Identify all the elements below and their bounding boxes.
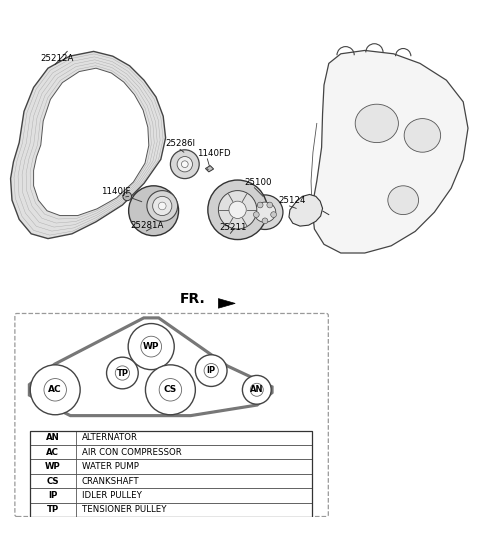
Text: TENSIONER PULLEY: TENSIONER PULLEY [82,505,166,514]
Polygon shape [205,166,214,172]
Circle shape [253,212,259,218]
Circle shape [195,355,227,387]
Circle shape [107,357,138,389]
Bar [30,459,312,474]
Circle shape [44,378,66,401]
Circle shape [129,186,179,235]
Bar [30,445,312,459]
Polygon shape [289,194,323,226]
Text: CRANKSHAFT: CRANKSHAFT [82,476,139,485]
Text: 1140JF: 1140JF [101,187,130,196]
Circle shape [208,180,267,239]
Bar [30,474,312,488]
Polygon shape [34,68,149,216]
Polygon shape [11,52,166,239]
Circle shape [30,365,80,415]
Text: CS: CS [47,476,59,485]
Text: IP: IP [206,366,216,375]
Bar [30,430,312,517]
Text: AN: AN [46,433,60,442]
Text: AN: AN [250,385,264,394]
Circle shape [115,366,130,380]
Text: TP: TP [117,368,129,377]
Circle shape [159,378,181,401]
Ellipse shape [388,186,419,214]
Polygon shape [218,299,235,308]
Bar [30,502,312,517]
Circle shape [262,218,268,224]
Circle shape [181,161,188,167]
Text: 25212A: 25212A [41,54,74,63]
Circle shape [218,191,257,229]
Ellipse shape [247,195,283,229]
Text: WATER PUMP: WATER PUMP [82,462,138,471]
FancyBboxPatch shape [15,314,328,516]
Bar [30,430,312,445]
Text: 25281A: 25281A [131,221,164,230]
Text: IP: IP [48,491,58,500]
Circle shape [153,196,172,216]
Text: TP: TP [47,505,59,514]
Text: 1140FD: 1140FD [197,149,230,158]
Circle shape [123,192,132,201]
Circle shape [257,202,263,208]
Circle shape [204,363,218,378]
Ellipse shape [355,104,398,142]
Text: 25211: 25211 [220,223,247,232]
Circle shape [242,376,271,404]
Circle shape [271,212,276,218]
Circle shape [177,157,192,172]
Circle shape [147,191,178,221]
Circle shape [229,201,246,218]
Text: FR.: FR. [180,293,206,306]
Text: ALTERNATOR: ALTERNATOR [82,433,138,442]
Circle shape [141,336,162,357]
Text: IDLER PULLEY: IDLER PULLEY [82,491,142,500]
Text: WP: WP [45,462,60,471]
Circle shape [170,150,199,178]
Text: WP: WP [143,342,159,351]
Text: AC: AC [48,385,62,394]
Circle shape [251,383,264,396]
Text: CS: CS [164,385,177,394]
Circle shape [267,202,273,208]
Circle shape [128,324,174,370]
Ellipse shape [404,119,441,152]
Text: 25286I: 25286I [166,140,196,148]
Text: 25124: 25124 [278,196,306,205]
Polygon shape [30,319,271,415]
Text: 25100: 25100 [245,178,272,187]
Polygon shape [312,50,468,253]
Text: AIR CON COMPRESSOR: AIR CON COMPRESSOR [82,448,181,456]
Text: AC: AC [47,448,59,456]
Ellipse shape [254,202,276,222]
Bar [30,488,312,502]
Circle shape [145,365,195,415]
Circle shape [158,202,166,210]
